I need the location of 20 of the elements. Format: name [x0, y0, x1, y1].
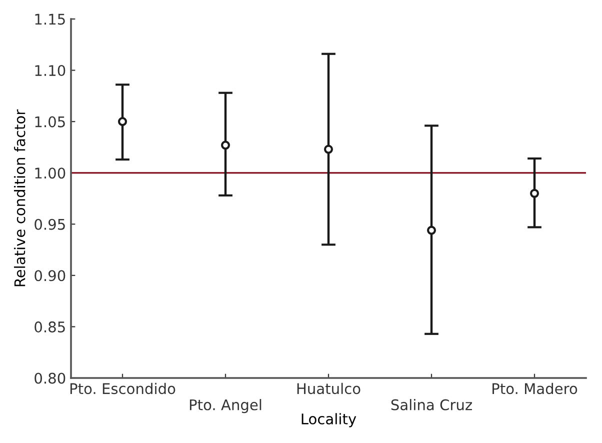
y-tick-label: 0.95 — [34, 218, 65, 230]
y-tick-label: 0.90 — [34, 270, 66, 282]
point — [324, 144, 334, 154]
point — [426, 226, 436, 235]
x-axis-title: Locality — [302, 413, 356, 428]
point — [118, 117, 128, 126]
y-tick-label: 1.00 — [35, 168, 66, 179]
y-tick-label: 0.85 — [34, 321, 65, 332]
x-tick-label: Salina Cruz — [391, 399, 472, 410]
x-tick-label: Pto. Angel — [190, 399, 262, 414]
x-tick-label: Pto. Madero — [492, 382, 578, 394]
y-axis-title: Relative condition factor — [14, 109, 26, 286]
x-tick-label: Pto. Escondido — [70, 382, 176, 394]
point — [220, 140, 230, 150]
x-tick-label: Huatulco — [297, 382, 360, 394]
y-tick-label: 1.15 — [35, 14, 65, 25]
point — [530, 188, 540, 198]
y-tick-label: 1.10 — [35, 65, 66, 76]
y-tick-label: 1.05 — [35, 116, 65, 128]
y-tick-label: 0.80 — [34, 372, 66, 384]
